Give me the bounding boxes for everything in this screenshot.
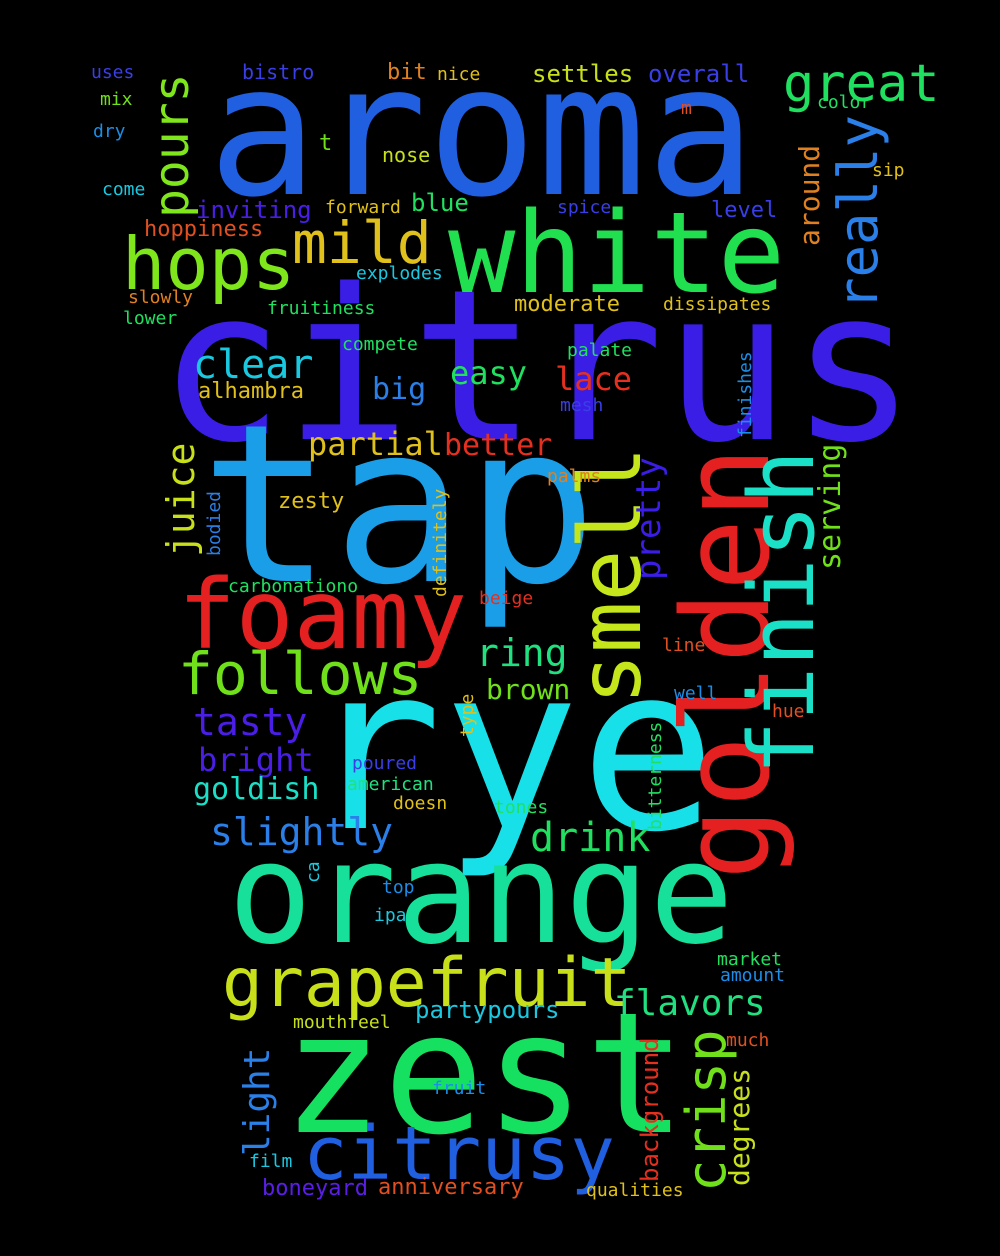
word-aroma: aroma: [208, 25, 756, 237]
word-top: top: [382, 877, 415, 898]
word-flavors: flavors: [614, 983, 766, 1024]
word-hoppiness: hoppiness: [144, 217, 264, 242]
word-lace: lace: [555, 360, 633, 398]
word-doesn: doesn: [393, 793, 448, 814]
word-type: type: [457, 693, 478, 737]
word-t: t: [319, 131, 333, 156]
word-much: much: [726, 1030, 770, 1051]
word-white: white: [448, 189, 786, 319]
word-tones: tones: [494, 797, 549, 818]
word-partypours: partypours: [415, 996, 560, 1024]
word-market: market: [717, 949, 783, 970]
word-nose: nose: [382, 143, 431, 167]
word-really: really: [827, 114, 890, 310]
word-nice: nice: [437, 64, 481, 85]
word-uses: uses: [91, 62, 135, 83]
word-line: line: [662, 635, 706, 656]
word-overall: overall: [648, 60, 750, 88]
word-moderate: moderate: [514, 292, 620, 317]
word-settles: settles: [532, 60, 634, 88]
word-citrus: citrus: [158, 244, 917, 489]
word-lower: lower: [123, 308, 178, 329]
word-drink: drink: [530, 815, 651, 861]
word-dry: dry: [93, 121, 126, 142]
word-rye: rye: [305, 616, 717, 882]
word-juice: juice: [159, 442, 203, 557]
word-tasty: tasty: [193, 700, 308, 744]
word-brown: brown: [486, 673, 571, 706]
word-alhambra: alhambra: [198, 379, 304, 404]
word-m: m: [681, 98, 692, 119]
word-definitely: definitely: [430, 488, 451, 597]
word-slightly: slightly: [210, 810, 394, 854]
word-citrusy: citrusy: [303, 1111, 615, 1197]
word-amount: amount: [720, 965, 786, 986]
word-palate: palate: [567, 340, 633, 361]
word-level: level: [711, 198, 778, 223]
word-slowly: slowly: [128, 287, 194, 308]
word-mix: mix: [100, 89, 133, 110]
word-hops: hops: [122, 222, 296, 306]
word-boneyard: boneyard: [262, 1176, 368, 1201]
word-well: well: [674, 683, 718, 704]
word-poured: poured: [352, 753, 418, 774]
word-bright: bright: [198, 741, 314, 779]
word-around: around: [793, 144, 826, 246]
word-come: come: [102, 179, 146, 200]
word-forward: forward: [325, 197, 401, 218]
word-explodes: explodes: [356, 263, 443, 284]
word-dissipates: dissipates: [663, 294, 772, 315]
word-zesty: zesty: [278, 489, 345, 514]
word-clear: clear: [193, 342, 314, 388]
word-goldish: goldish: [193, 772, 320, 807]
word-hue: hue: [772, 701, 805, 722]
word-finishes: finishes: [735, 351, 756, 438]
word-foamy: foamy: [178, 559, 467, 671]
word-compete: compete: [342, 334, 418, 355]
word-easy: easy: [450, 354, 528, 392]
word-beige: beige: [479, 588, 534, 609]
word-ca: ca: [303, 861, 324, 883]
word-qualities: qualities: [586, 1180, 684, 1201]
word-ipa: ipa: [374, 905, 407, 926]
word-background: background: [636, 1037, 664, 1183]
word-grapefruit: grapefruit: [222, 944, 632, 1023]
word-mouthfeel: mouthfeel: [293, 1012, 391, 1033]
word-bistro: bistro: [242, 60, 315, 84]
word-degrees: degrees: [723, 1067, 756, 1186]
word-american: american: [347, 774, 434, 795]
word-film: film: [249, 1151, 293, 1172]
word-fruit: fruit: [432, 1078, 487, 1099]
word-bodied: bodied: [204, 490, 225, 556]
word-mesh: mesh: [560, 395, 604, 416]
word-tap: tap: [200, 377, 598, 633]
word-spice: spice: [557, 197, 612, 218]
word-palms: palms: [547, 466, 602, 487]
word-follows: follows: [178, 640, 423, 708]
word-blue: blue: [411, 189, 469, 217]
word-fruitiness: fruitiness: [267, 298, 376, 319]
word-color: color: [817, 92, 872, 113]
word-bit: bit: [387, 60, 427, 85]
word-mild: mild: [292, 209, 432, 277]
word-serving: serving: [813, 443, 848, 570]
word-big: big: [372, 372, 427, 407]
word-great: great: [783, 54, 940, 114]
word-ring: ring: [476, 631, 568, 675]
word-zest: zest: [282, 976, 687, 1172]
word-anniversary: anniversary: [378, 1175, 524, 1200]
word-sip: sip: [872, 160, 905, 181]
word-orange: orange: [228, 813, 734, 976]
word-better: better: [444, 428, 553, 463]
word-inviting: inviting: [196, 196, 312, 224]
word-partial: partial: [308, 425, 443, 463]
word-light: light: [237, 1047, 278, 1156]
word-carbonationo: carbonationo: [228, 576, 359, 597]
word-pours: pours: [144, 73, 200, 219]
word-pretty: pretty: [629, 457, 669, 580]
word-bitterness: bitterness: [645, 721, 666, 830]
